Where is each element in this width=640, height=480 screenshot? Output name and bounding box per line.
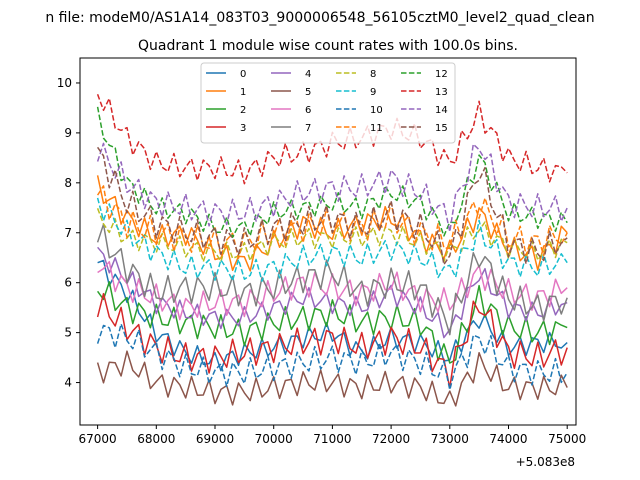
y-tick-label: 9	[64, 126, 72, 140]
legend-label: 13	[435, 87, 448, 98]
x-tick-label: 68000	[137, 432, 175, 446]
series-line-3	[96, 292, 568, 389]
y-tick-label: 4	[64, 376, 72, 390]
x-tick-label: 70000	[255, 432, 293, 446]
series-line-10	[96, 323, 568, 391]
legend-label: 3	[240, 123, 246, 134]
series-line-6	[97, 260, 568, 321]
y-tick-label: 5	[64, 326, 72, 340]
legend-label: 10	[370, 105, 383, 116]
x-tick-label: 71000	[313, 432, 351, 446]
y-tick-label: 6	[64, 276, 72, 290]
plot-frame	[79, 57, 577, 426]
x-tick-label: 72000	[372, 432, 410, 446]
series-line-1	[96, 175, 568, 272]
series-line-9	[96, 197, 568, 282]
legend-label: 5	[305, 87, 311, 98]
legend-label: 15	[435, 123, 448, 134]
y-tick-label: 10	[57, 76, 72, 90]
chart-title: Quadrant 1 module wise count rates with …	[138, 38, 518, 54]
series-line-11	[96, 185, 568, 259]
x-tick-label: 67000	[79, 432, 117, 446]
legend-label: 7	[305, 123, 311, 134]
series-line-14	[96, 142, 568, 233]
legend-label: 6	[305, 105, 311, 116]
x-tick-label: 73000	[431, 432, 469, 446]
series-line-12	[96, 106, 568, 239]
x-axis: 67000 68000 69000 70000 71000 72000 73000 74000…	[79, 425, 586, 446]
series-line-4	[97, 246, 568, 339]
legend-label: 2	[240, 105, 246, 116]
y-tick-label: 7	[64, 226, 72, 240]
series-line-7	[96, 223, 568, 336]
legend-label: 8	[370, 69, 376, 80]
x-offset-label: +5.083e8	[516, 455, 575, 469]
x-tick-label: 75000	[548, 432, 586, 446]
x-tick-label: 74000	[489, 432, 527, 446]
legend-label: 1	[240, 87, 246, 98]
y-tick-label: 8	[64, 176, 72, 190]
chart-suptitle: n file: modeM0/AS1A14_083T03_9000006548_…	[45, 10, 594, 26]
legend-label: 4	[305, 69, 311, 80]
y-axis: 4 5 6 7 8 9 10	[57, 76, 80, 390]
legend-label: 12	[435, 69, 448, 80]
series-line-15	[96, 146, 568, 266]
legend-label: 11	[370, 123, 383, 134]
legend-label: 0	[240, 69, 246, 80]
legend-label: 9	[370, 87, 376, 98]
legend-label: 14	[435, 105, 448, 116]
series-layer	[96, 94, 568, 407]
series-line-5	[96, 350, 568, 407]
series-line-2	[96, 281, 568, 364]
series-line-0	[97, 259, 568, 372]
legend-box	[200, 62, 456, 144]
x-tick-label: 69000	[196, 432, 234, 446]
